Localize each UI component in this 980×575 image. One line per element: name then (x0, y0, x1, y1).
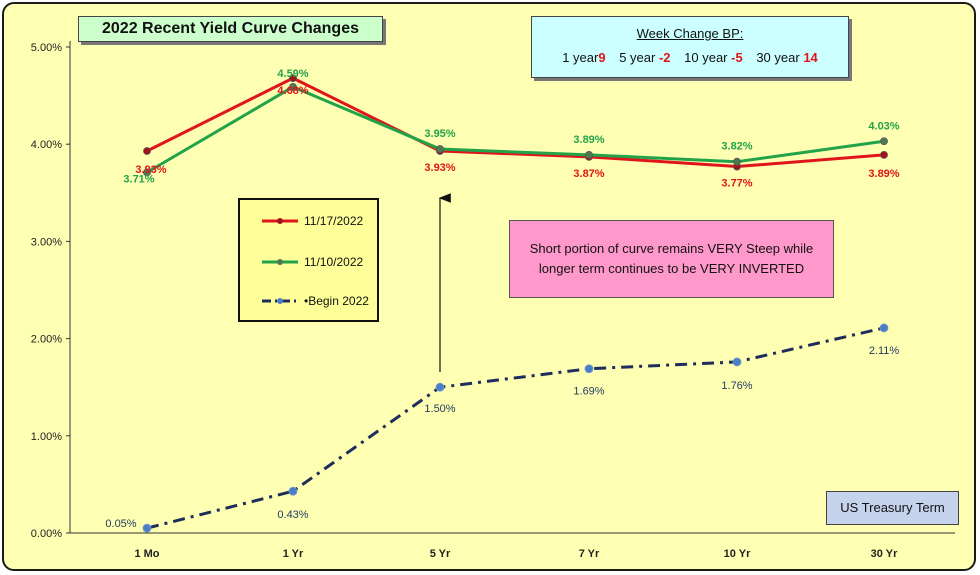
data-label-red: 3.87% (573, 168, 604, 180)
week-change-row: 1 year9 5 year -2 10 year -5 30 year 14 (532, 50, 848, 65)
data-label-green: 3.71% (123, 173, 154, 185)
data-label-green: 4.59% (277, 68, 308, 80)
week-change-label: 10 year (684, 50, 728, 65)
x-tick-label: 10 Yr (724, 548, 751, 560)
x-tick-label: 7 Yr (579, 548, 600, 560)
data-point-navy (288, 486, 298, 496)
data-label-navy: 0.43% (277, 509, 308, 521)
week-change-label: 5 year (619, 50, 656, 65)
annotation-note: Short portion of curve remains VERY Stee… (509, 220, 834, 298)
y-tick-label: 2.00% (31, 334, 62, 346)
data-point-red (143, 147, 151, 155)
data-label-navy: 1.69% (573, 386, 604, 398)
data-label-red: 3.77% (721, 178, 752, 190)
legend-label: 11/17/2022 (304, 214, 364, 228)
data-label-green: 3.89% (573, 134, 604, 146)
data-point-navy (584, 364, 594, 374)
annotation-line: longer term continues to be VERY INVERTE… (538, 261, 805, 276)
data-label-red: 3.89% (868, 168, 899, 180)
week-change-title: Week Change BP: (636, 26, 744, 41)
data-point-green (733, 157, 741, 166)
data-point-navy (879, 323, 889, 333)
data-label-red: 4.68% (277, 85, 308, 97)
data-label-navy: 1.50% (424, 403, 455, 415)
week-change-item: 1 year9 (562, 50, 605, 65)
data-label-red: 3.93% (135, 164, 166, 176)
legend-swatch-red (262, 218, 298, 224)
legend-label: •Begin 2022 (304, 294, 369, 308)
series-line-green (146, 85, 885, 174)
data-point-green (585, 150, 593, 159)
x-tick-label: 30 Yr (871, 548, 898, 560)
week-change-value: 9 (598, 50, 606, 65)
data-point-navy (435, 382, 445, 392)
annotation-line: Short portion of curve remains VERY Stee… (529, 241, 814, 256)
week-change-item: 10 year -5 (684, 50, 743, 65)
series-line-red (146, 76, 885, 169)
data-label-green: 3.82% (721, 141, 752, 153)
data-label-navy: 1.76% (721, 380, 752, 392)
legend-swatch-navy (262, 298, 298, 304)
week-change-value: -2 (658, 50, 671, 65)
data-point-green (436, 145, 444, 153)
data-label-green: 4.03% (868, 120, 899, 132)
data-point-red (880, 150, 888, 159)
week-change-value: -5 (731, 50, 743, 65)
data-label-navy: 2.11% (869, 345, 900, 357)
data-point-green (880, 137, 888, 146)
data-point-red (289, 74, 297, 83)
chart-title: 2022 Recent Yield Curve Changes (78, 16, 383, 42)
week-change-label: 1 year (562, 50, 599, 65)
y-tick-label: 5.00% (31, 42, 62, 54)
x-tick-label: 1 Mo (134, 548, 159, 560)
x-axis-title: US Treasury Term (826, 491, 959, 525)
data-point-navy (732, 357, 742, 367)
legend-label: 11/10/2022 (304, 255, 364, 269)
y-tick-label: 1.00% (31, 431, 62, 443)
data-label-navy: 0.05% (105, 518, 136, 530)
y-tick-label: 3.00% (31, 236, 62, 248)
week-change-value: 14 (803, 50, 818, 65)
data-label-red: 3.93% (424, 162, 455, 174)
data-point-green (143, 168, 151, 177)
data-point-navy (142, 523, 152, 533)
week-change-box: Week Change BP: 1 year9 5 year -2 10 yea… (531, 16, 849, 78)
week-change-item: 30 year 14 (756, 50, 817, 65)
y-tick-label: 0.00% (31, 528, 62, 540)
x-tick-label: 5 Yr (430, 548, 451, 560)
series-line-navy (146, 326, 885, 530)
week-change-label: 30 year (756, 50, 800, 65)
data-label-green: 3.95% (424, 128, 455, 140)
data-point-green (289, 82, 297, 91)
x-tick-label: 1 Yr (283, 548, 304, 560)
week-change-item: 5 year -2 (619, 50, 670, 65)
legend-swatch-green (262, 259, 298, 265)
chart-legend: 11/17/2022 11/10/2022 •Begin 2022 (238, 198, 379, 322)
y-tick-label: 4.00% (31, 139, 62, 151)
